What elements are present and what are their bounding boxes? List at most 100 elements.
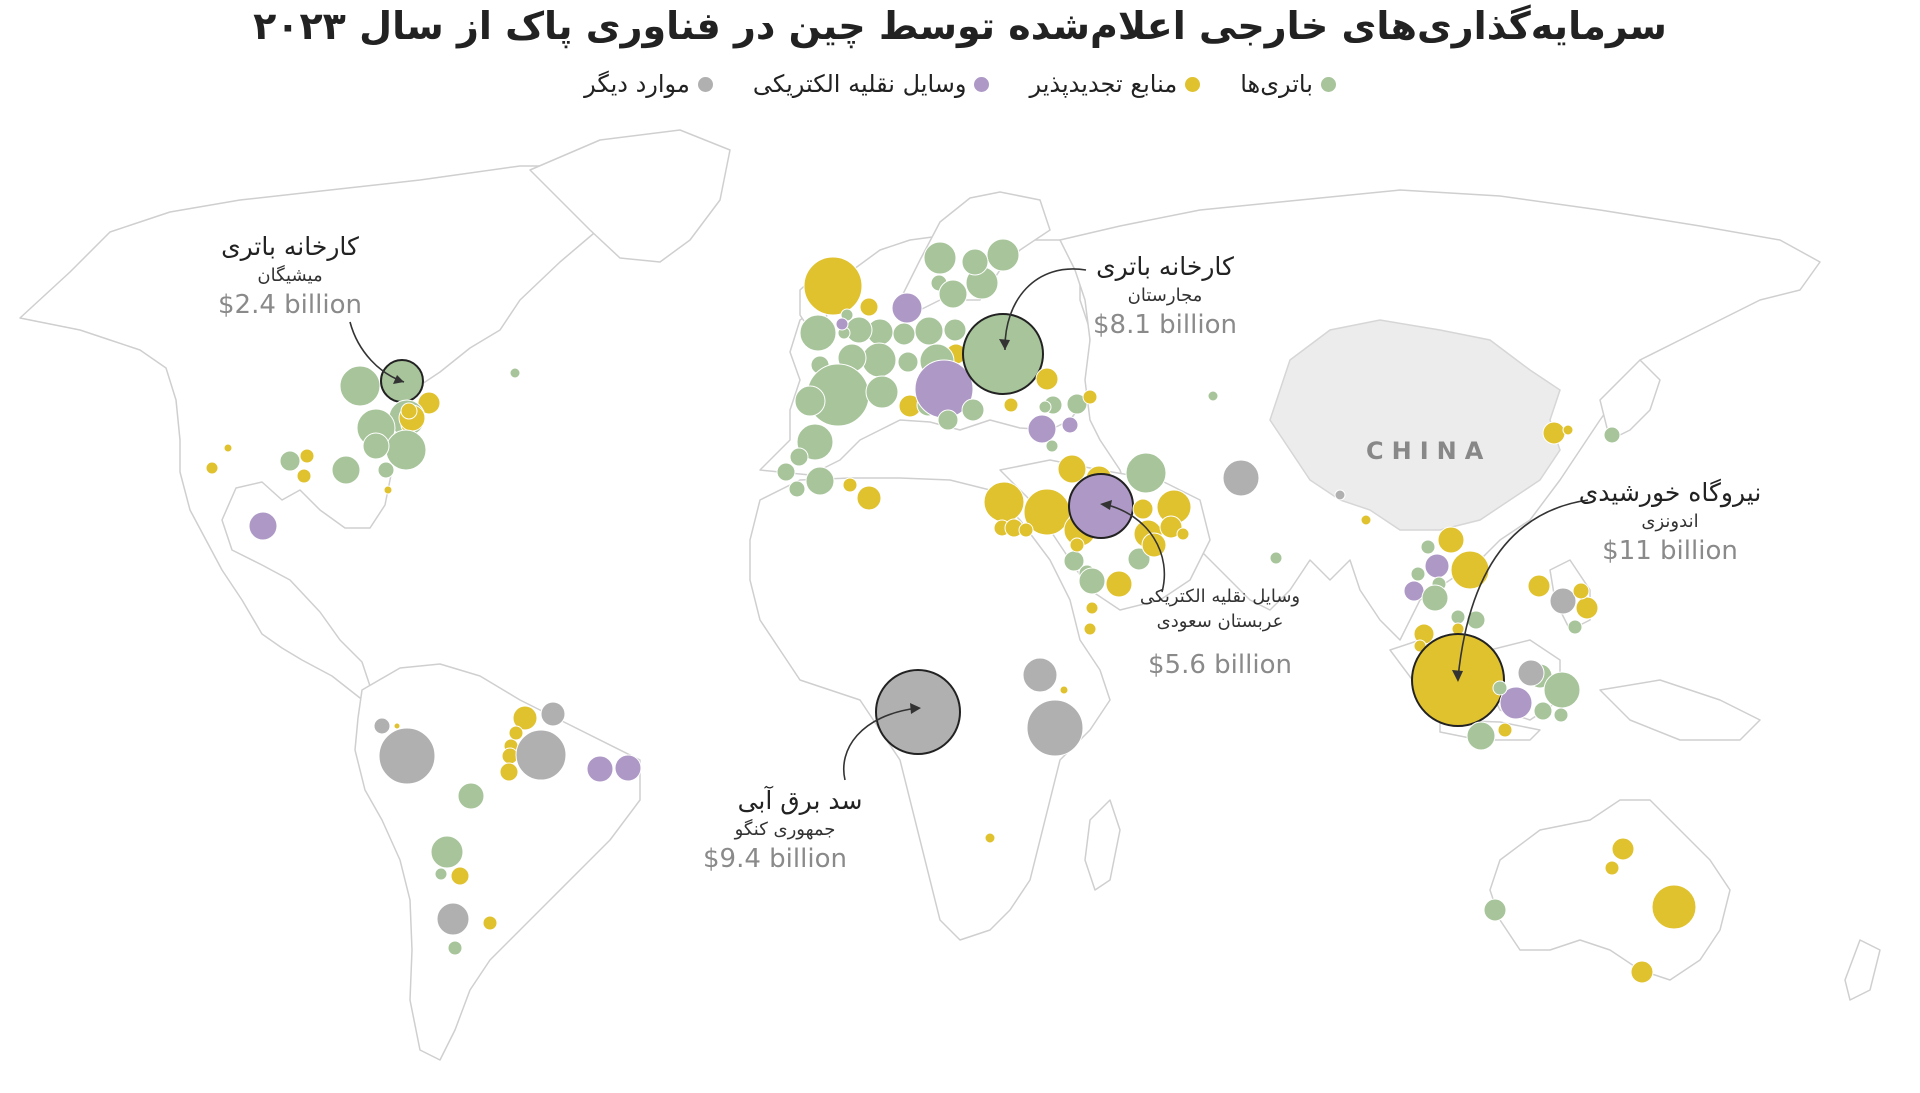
bubble-battery xyxy=(937,409,959,431)
annotation-congo-sub: جمهوری کنگو xyxy=(734,819,836,840)
annotation-hungary-sub: مجارستان xyxy=(1127,285,1203,306)
bubble-battery xyxy=(961,248,989,276)
bubble-ev xyxy=(586,755,614,783)
bubble-renewable xyxy=(1057,454,1087,484)
bubble-battery xyxy=(1567,619,1583,635)
bubble-renewable xyxy=(1450,550,1490,590)
bubble-battery xyxy=(1533,701,1553,721)
bubble-ev xyxy=(1424,553,1450,579)
bubble-other xyxy=(1549,587,1577,615)
annotation-saudi-sub: عربستان سعودی xyxy=(1156,611,1284,632)
bubble-renewable xyxy=(842,477,858,493)
annotation-saudi-value: $5.6 billion xyxy=(1148,650,1292,680)
bubble-battery xyxy=(986,238,1020,272)
bubble-renewable xyxy=(1141,532,1167,558)
arrowhead-indonesia xyxy=(1452,670,1463,682)
bubble-renewable xyxy=(859,297,879,317)
bubble-battery xyxy=(1466,721,1496,751)
bubble-renewable xyxy=(499,762,519,782)
arrowhead-hungary xyxy=(999,339,1010,350)
bubble-other xyxy=(515,729,567,781)
bubble-renewable xyxy=(512,705,538,731)
bubble-ev xyxy=(1068,473,1134,539)
bubble-battery xyxy=(923,241,957,275)
bubble-battery xyxy=(362,432,390,460)
bubble-battery xyxy=(1450,609,1466,625)
bubble-renewable xyxy=(393,722,401,730)
annotation-saudi: وسایل نقلیه الکتریکی عربستان سعودی $5.6 … xyxy=(1120,582,1320,680)
annotation-congo-value: $9.4 billion xyxy=(703,844,847,874)
bubble-renewable xyxy=(1651,884,1697,930)
bubble-renewable xyxy=(1575,596,1599,620)
annotation-hungary-title: کارخانه باتری xyxy=(1096,252,1234,281)
annotation-indonesia-value: $11 billion xyxy=(1602,536,1738,566)
bubble-ev xyxy=(614,754,642,782)
bubble-battery xyxy=(1466,610,1486,630)
country-label-china: CHINA xyxy=(1366,437,1492,465)
bubble-battery xyxy=(1038,400,1052,414)
bubble-renewable xyxy=(1611,837,1635,861)
bubble-renewable xyxy=(1572,582,1590,600)
bubble-battery xyxy=(805,466,835,496)
bubble-ev xyxy=(891,292,923,324)
bubble-battery xyxy=(1045,439,1059,453)
bubble-ev xyxy=(835,317,849,331)
bubble-battery xyxy=(1269,551,1283,565)
bubble-battery xyxy=(961,398,985,422)
bubble-ev xyxy=(1403,580,1425,602)
legend-label-ev: وسایل نقلیه الکتریکی xyxy=(752,70,967,98)
annotation-michigan-value: $2.4 billion xyxy=(218,290,362,320)
bubble-battery xyxy=(1410,566,1426,582)
annotation-saudi-title: وسایل نقلیه الکتریکی xyxy=(1139,586,1301,607)
legend-label-renewable: منابع تجدیدپذیر xyxy=(1029,70,1178,98)
arrowhead-saudi xyxy=(1100,500,1112,510)
arrow-congo xyxy=(843,707,919,781)
bubble-renewable xyxy=(1360,514,1372,526)
bubble-battery xyxy=(430,835,464,869)
bubble-battery xyxy=(1125,452,1167,494)
bubble-battery xyxy=(799,314,837,352)
bubble-battery xyxy=(861,342,897,378)
bubble-battery xyxy=(1603,426,1621,444)
bubble-battery xyxy=(1420,539,1436,555)
bubble-battery xyxy=(962,313,1044,395)
annotation-michigan: کارخانه باتری میشیگان $2.4 billion xyxy=(200,232,380,320)
bubble-renewable xyxy=(1630,960,1654,984)
bubble-other xyxy=(1222,459,1260,497)
bubble-renewable xyxy=(383,485,393,495)
bubble-battery xyxy=(434,867,448,881)
bubble-renewable xyxy=(1018,522,1034,538)
bubble-renewable xyxy=(1003,397,1019,413)
annotation-congo: سد برق آبی جمهوری کنگو $9.4 billion xyxy=(640,786,910,874)
bubble-renewable xyxy=(417,391,441,415)
legend: باتری‌ها منابع تجدیدپذیر وسایل نقلیه الک… xyxy=(0,70,1920,98)
bubble-battery xyxy=(509,367,521,379)
annotation-indonesia: نیروگاه خورشیدی اندونزی $11 billion xyxy=(1570,478,1770,566)
bubble-battery xyxy=(789,447,809,467)
bubble-renewable xyxy=(1132,498,1154,520)
bubble-renewable xyxy=(984,832,996,844)
arrow-heads xyxy=(393,339,1463,714)
land-new-zealand xyxy=(1844,939,1881,1001)
bubble-battery xyxy=(865,375,899,409)
bubble-other xyxy=(378,727,436,785)
arrowhead-congo xyxy=(910,703,921,714)
china-region xyxy=(1269,319,1561,531)
land-greenland xyxy=(529,129,731,263)
bubble-battery xyxy=(457,782,485,810)
bubble-renewable xyxy=(803,256,863,316)
bubble-battery xyxy=(938,279,968,309)
bubble-renewable xyxy=(1059,685,1069,695)
bubble-battery xyxy=(1078,567,1106,595)
annotation-hungary: کارخانه باتری مجارستان $8.1 billion xyxy=(1070,252,1260,340)
arrow-hungary xyxy=(1004,268,1087,351)
bubble-other xyxy=(436,902,470,936)
bubble-renewable xyxy=(1437,526,1465,554)
bubble-renewable xyxy=(856,485,882,511)
arrowhead-michigan xyxy=(393,375,404,384)
bubble-battery xyxy=(1492,680,1508,696)
bubble-renewable xyxy=(1562,424,1574,436)
bubble-renewable xyxy=(482,915,498,931)
arrow-indonesia xyxy=(1457,499,1589,679)
land-australia xyxy=(1489,799,1731,981)
